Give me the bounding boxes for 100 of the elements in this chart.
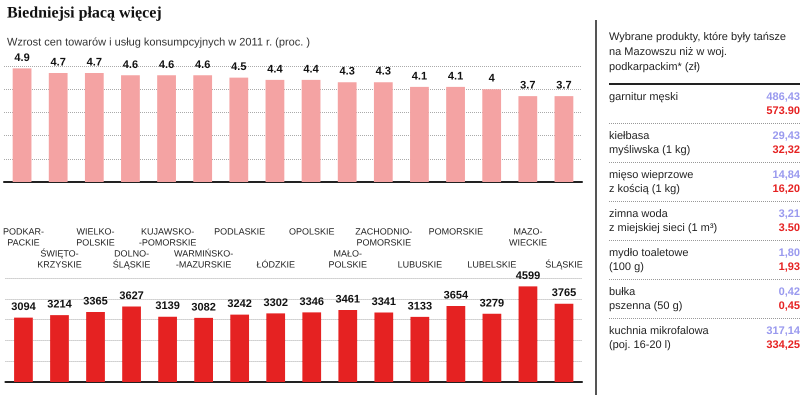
data-label: 4.3 (340, 66, 355, 78)
bar (374, 82, 393, 182)
bar (266, 80, 284, 182)
data-label: 3.7 (556, 80, 572, 92)
data-label: 1,80 (778, 246, 800, 260)
data-label: 3341 (372, 296, 396, 308)
bar (266, 313, 286, 382)
data-label: 3654 (444, 289, 469, 302)
bar (554, 304, 574, 382)
x-tick-label: KUJAWSKO- -POMORSKIE (138, 226, 196, 248)
data-label: 573.90 (766, 104, 800, 118)
text: Wybrane produkty, które były tańsze na Mazowszu niż w woj. podkarpackim* (zł) (609, 30, 787, 75)
bar (518, 96, 538, 182)
data-label: 4.1 (448, 70, 464, 82)
data-label: 4.4 (303, 63, 320, 76)
bar (482, 89, 502, 182)
data-label: 3.7 (520, 80, 536, 92)
x-tick-label: POMORSKIE (428, 226, 484, 236)
data-label: 3094 (11, 301, 37, 314)
data-label: 3.50 (778, 221, 800, 235)
category-label: kuchnia mikrofalowa (poj. 16-20 l) (609, 324, 709, 352)
bar (230, 314, 250, 382)
x-tick-label: WARMIŃSKO- -MAZURSKIE (174, 248, 234, 270)
x-tick-label: OPOLSKIE (288, 226, 335, 236)
bar (302, 80, 320, 182)
bar (410, 316, 430, 382)
data-label: 3302 (263, 296, 288, 309)
x-tick-label: LUBELSKIE (467, 260, 516, 270)
x-tick-label: ŚLĄSKIE (545, 258, 583, 270)
data-label: 3,21 (778, 207, 800, 221)
data-label: 3279 (480, 297, 504, 310)
category-label: zimna woda z miejskiej sieci (1 m³) (609, 207, 718, 235)
x-tick-label: WIELKO- POLSKIE (76, 226, 115, 248)
data-label: 4.3 (376, 66, 391, 78)
data-label: 486,43 (766, 90, 800, 104)
bar (410, 86, 429, 182)
data-label: 4599 (516, 270, 540, 282)
data-label: 16,20 (772, 182, 800, 196)
bar (446, 86, 465, 182)
bar (48, 72, 68, 182)
data-label: 4.7 (50, 56, 66, 68)
bar (446, 306, 466, 382)
bar (194, 318, 213, 382)
data-label: 317,14 (766, 324, 800, 338)
bar (193, 75, 212, 182)
category-label: mydło toaletowe (100 g) (609, 246, 688, 274)
data-label: 334,25 (766, 338, 800, 352)
data-label: 3139 (155, 300, 180, 312)
data-label: 4.1 (412, 70, 428, 82)
category-label: garnitur męski (609, 90, 678, 105)
bar (122, 306, 141, 382)
data-label: 3346 (299, 296, 324, 308)
bar (229, 78, 248, 182)
data-label: 4 (488, 72, 496, 85)
bar (86, 312, 105, 382)
data-label: 3082 (191, 301, 216, 314)
data-label: 0,45 (778, 299, 800, 313)
bar (554, 96, 574, 182)
data-label: 32,32 (772, 143, 800, 157)
data-label: 3365 (83, 296, 108, 308)
category-label: mięso wieprzowe z kością (1 kg) (609, 168, 694, 196)
bar (14, 318, 33, 382)
chart-title: Biedniejsi płacą więcej (7, 4, 162, 22)
x-tick-label: ZACHODNIO- POMORSKIE (355, 226, 412, 248)
bar (302, 312, 322, 382)
bar (50, 315, 69, 382)
bar (374, 312, 394, 382)
x-tick-label: ŚWIĘTO- KRZYSKIE (37, 248, 82, 270)
category-label: bułka pszenna (50 g) (609, 285, 682, 313)
data-label: 3627 (119, 290, 144, 302)
data-label: 3133 (408, 300, 432, 312)
data-label: 4.6 (195, 58, 210, 71)
x-tick-label: PODKAR- PACKIE (2, 226, 44, 248)
bar (121, 75, 140, 182)
x-tick-label: MAŁO- POLSKIE (328, 248, 368, 270)
data-label: 4.9 (14, 52, 30, 64)
x-tick-label: LUBUSKIE (398, 260, 442, 270)
bar (338, 310, 358, 382)
x-tick-label: DOLNO- ŚLĄSKIE (112, 248, 150, 270)
data-label: 3214 (47, 298, 73, 311)
bar (158, 316, 177, 382)
data-label: 4.7 (86, 56, 102, 68)
bar (482, 314, 502, 382)
x-tick-label: PODLASKIE (214, 226, 266, 236)
x-tick-label: ŁÓDZKIE (256, 260, 295, 270)
data-label: 4.5 (231, 61, 246, 74)
category-label: kiełbasa myśliwska (1 kg) (609, 129, 690, 157)
data-label: 4.4 (267, 63, 284, 76)
chart-subtitle: Wzrost cen towarów i usług konsumpcyjnych w 2011 r. (proc. ) (7, 36, 310, 48)
data-label: 3765 (552, 287, 576, 300)
data-label: 3461 (336, 294, 360, 306)
data-label: 4.6 (122, 58, 138, 71)
data-label: 3242 (227, 298, 252, 310)
bar (157, 75, 176, 182)
data-label: 29,43 (772, 129, 800, 143)
data-label: 14,84 (772, 168, 800, 182)
x-tick-label: MAZO- WIECKIE (508, 226, 547, 248)
data-label: 0,42 (778, 285, 800, 299)
bar (84, 72, 104, 182)
bar (338, 82, 357, 182)
